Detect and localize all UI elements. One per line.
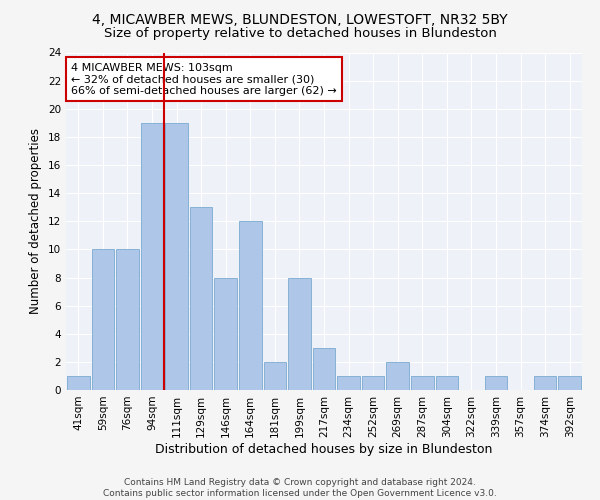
Bar [411, 376, 434, 390]
Bar [67, 376, 89, 390]
Bar [263, 362, 286, 390]
X-axis label: Distribution of detached houses by size in Blundeston: Distribution of detached houses by size … [155, 442, 493, 456]
Text: 4, MICAWBER MEWS, BLUNDESTON, LOWESTOFT, NR32 5BY: 4, MICAWBER MEWS, BLUNDESTON, LOWESTOFT,… [92, 12, 508, 26]
Bar [140, 123, 163, 390]
Bar [190, 207, 212, 390]
Bar [559, 376, 581, 390]
Text: Size of property relative to detached houses in Blundeston: Size of property relative to detached ho… [104, 28, 496, 40]
Bar [362, 376, 385, 390]
Text: 4 MICAWBER MEWS: 103sqm
← 32% of detached houses are smaller (30)
66% of semi-de: 4 MICAWBER MEWS: 103sqm ← 32% of detache… [71, 62, 337, 96]
Y-axis label: Number of detached properties: Number of detached properties [29, 128, 43, 314]
Bar [534, 376, 556, 390]
Bar [485, 376, 508, 390]
Bar [313, 348, 335, 390]
Bar [92, 250, 114, 390]
Bar [386, 362, 409, 390]
Bar [214, 278, 237, 390]
Bar [116, 250, 139, 390]
Text: Contains HM Land Registry data © Crown copyright and database right 2024.
Contai: Contains HM Land Registry data © Crown c… [103, 478, 497, 498]
Bar [436, 376, 458, 390]
Bar [165, 123, 188, 390]
Bar [337, 376, 360, 390]
Bar [288, 278, 311, 390]
Bar [239, 221, 262, 390]
